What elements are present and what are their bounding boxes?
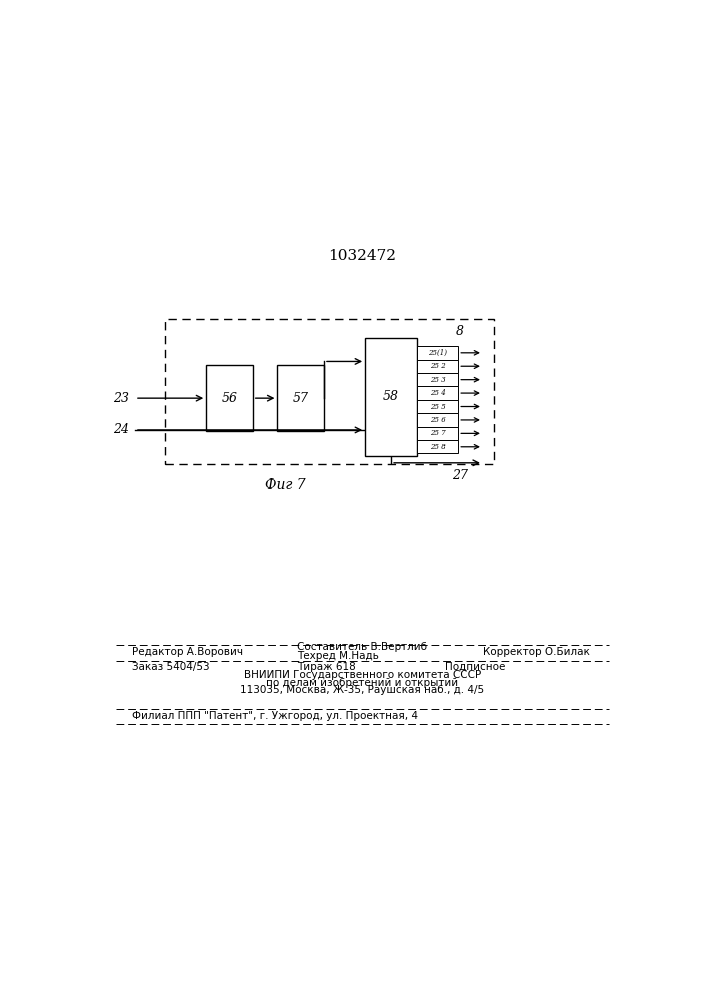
Bar [417,440,458,453]
Bar [417,360,458,373]
Text: Редактор А.Ворович: Редактор А.Ворович [132,647,243,657]
Bar [417,427,458,440]
Text: 25 5: 25 5 [430,403,445,411]
Text: Подписное: Подписное [445,662,505,672]
Text: 58: 58 [383,390,399,403]
Text: 56: 56 [221,392,238,405]
Text: 25 6: 25 6 [430,416,445,424]
Bar [277,365,324,431]
Bar [206,365,253,431]
Bar [417,400,458,413]
Bar [417,413,458,427]
Text: 25 4: 25 4 [430,389,445,397]
Bar [365,338,417,456]
Text: по делам изобретений и открытий: по делам изобретений и открытий [267,678,458,688]
Text: 25 3: 25 3 [430,376,445,384]
Text: Тираж 618: Тираж 618 [297,662,356,672]
Text: 27: 27 [452,469,467,482]
Text: 25 2: 25 2 [430,362,445,370]
Bar [417,386,458,400]
Text: 8: 8 [455,325,464,338]
Text: Филиал ППП "Патент", г. Ужгород, ул. Проектная, 4: Филиал ППП "Патент", г. Ужгород, ул. Про… [132,711,419,721]
Text: 25 7: 25 7 [430,429,445,437]
Bar [417,346,458,360]
Text: Техред М.Надь: Техред М.Надь [297,651,378,661]
Text: Составитель В.Вертлиб: Составитель В.Вертлиб [297,642,426,652]
Text: 23: 23 [113,392,129,405]
Text: 24: 24 [113,423,129,436]
Text: 25(1): 25(1) [428,349,447,357]
Text: Фиг 7: Фиг 7 [265,478,306,492]
Text: ВНИИПИ Государственного комитета СССР: ВНИИПИ Государственного комитета СССР [244,670,481,680]
Bar [417,373,458,386]
Text: Корректор О.Билак: Корректор О.Билак [483,647,590,657]
Text: 1032472: 1032472 [328,249,397,263]
Bar [165,319,494,464]
Text: 113035, Москва, Ж-35, Раушская наб., д. 4/5: 113035, Москва, Ж-35, Раушская наб., д. … [240,685,484,695]
Text: 25 8: 25 8 [430,443,445,451]
Text: 57: 57 [293,392,309,405]
Text: Заказ 5404/53: Заказ 5404/53 [132,662,210,672]
